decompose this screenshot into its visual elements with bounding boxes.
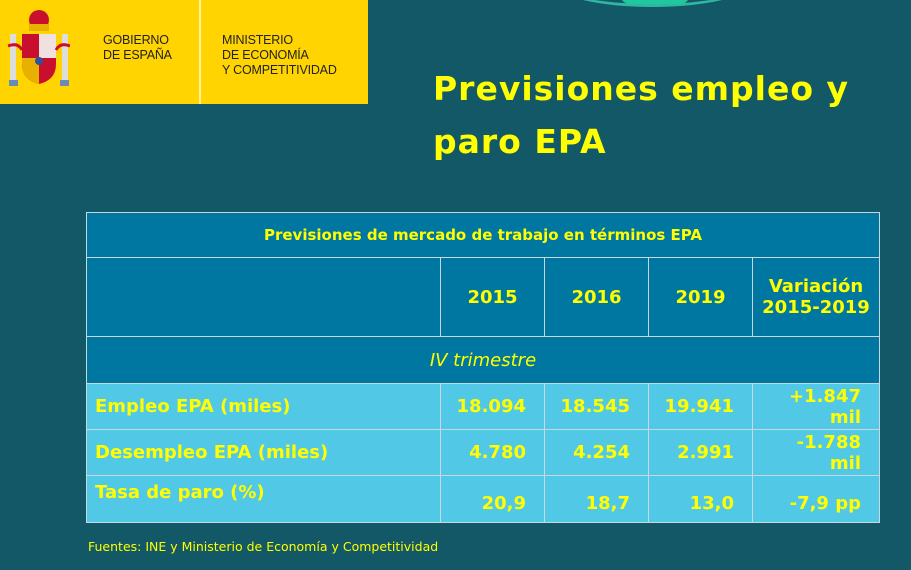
government-logo: GOBIERNO DE ESPAÑA MINISTERIO DE ECONOMÍ… (0, 0, 368, 104)
header-var-line1: Variación (768, 276, 864, 297)
cell: 19.941 (648, 383, 753, 430)
min-line1: MINISTERIO (222, 33, 293, 47)
cell: 4.254 (544, 429, 649, 476)
header-2019: 2019 (648, 257, 753, 337)
header-empty (86, 257, 441, 337)
cell: 18,7 (544, 475, 649, 523)
logo-divider (199, 0, 201, 104)
min-line3: Y COMPETITIVIDAD (222, 63, 337, 77)
header-var-line2: 2015-2019 (762, 297, 870, 318)
coat-of-arms-icon (8, 10, 70, 86)
header-2015: 2015 (440, 257, 545, 337)
row-label: Tasa de paro (%) (86, 475, 441, 523)
header-variation: Variación 2015-2019 (752, 257, 880, 337)
gov-line2: DE ESPAÑA (103, 48, 172, 62)
table-row: Tasa de paro (%) 20,9 18,7 13,0 -7,9 pp (86, 475, 880, 523)
cell: 13,0 (648, 475, 753, 523)
source-note: Fuentes: INE y Ministerio de Economía y … (88, 539, 439, 554)
forecast-table: Previsiones de mercado de trabajo en tér… (86, 212, 880, 523)
cell: 4.780 (440, 429, 545, 476)
cell: 20,9 (440, 475, 545, 523)
cell: 2.991 (648, 429, 753, 476)
section-label: IV trimestre (86, 336, 880, 384)
table-row: Empleo EPA (miles) 18.094 18.545 19.941 … (86, 383, 880, 430)
table-row: Desempleo EPA (miles) 4.780 4.254 2.991 … (86, 429, 880, 476)
row-label: Empleo EPA (miles) (86, 383, 441, 430)
min-line2: DE ECONOMÍA (222, 48, 309, 62)
cell: -7,9 pp (752, 475, 880, 523)
title-line2: paro EPA (433, 122, 607, 161)
cell: +1.847 mil (752, 383, 880, 430)
header-2016: 2016 (544, 257, 649, 337)
cell: -1.788 mil (752, 429, 880, 476)
table-caption: Previsiones de mercado de trabajo en tér… (86, 212, 880, 258)
decorative-arc-highlight (620, 0, 690, 4)
title-line1: Previsiones empleo y (433, 69, 850, 108)
row-label: Desempleo EPA (miles) (86, 429, 441, 476)
slide-title: Previsiones empleo y paro EPA (433, 62, 849, 168)
cell: 18.094 (440, 383, 545, 430)
gov-line1: GOBIERNO (103, 33, 169, 47)
cell: 18.545 (544, 383, 649, 430)
